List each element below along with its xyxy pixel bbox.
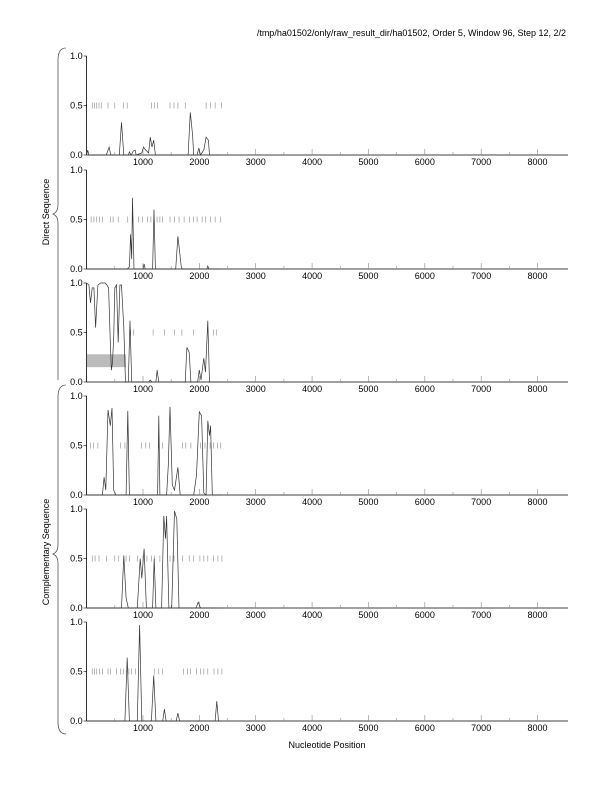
x-tick-label: 6000	[415, 497, 435, 507]
y-tick-label: 0.5	[70, 554, 83, 564]
coding-potential-line	[86, 624, 222, 722]
y-tick-label: 1.0	[70, 165, 83, 175]
y-tick-label: 0.5	[70, 328, 83, 338]
x-tick-label: 6000	[415, 610, 435, 620]
x-tick-label: 7000	[471, 610, 491, 620]
x-tick-label: 8000	[528, 723, 548, 733]
x-tick-label: 4000	[302, 723, 322, 733]
x-tick-label: 1000	[133, 271, 153, 281]
x-tick-label: 8000	[528, 497, 548, 507]
x-tick-label: 3000	[246, 157, 266, 167]
x-tick-label: 2000	[189, 157, 209, 167]
x-tick-label: 2000	[189, 384, 209, 394]
x-tick-label: 5000	[358, 723, 378, 733]
coding-potential-line	[86, 197, 222, 270]
x-tick-label: 3000	[246, 723, 266, 733]
x-tick-label: 2000	[189, 610, 209, 620]
coding-potential-line	[86, 406, 222, 496]
x-tick-label: 3000	[246, 497, 266, 507]
panel-frame-2: 0.0 0.5 1.0 1000 2000 3000 4000 5000 6000 7000 800…	[70, 165, 568, 281]
y-tick-label: 1.0	[70, 51, 83, 61]
x-tick-label: 4000	[302, 610, 322, 620]
x-tick-label: 4000	[302, 497, 322, 507]
y-tick-label: 0.0	[70, 150, 83, 160]
x-tick-label: 3000	[246, 610, 266, 620]
x-tick-label: 8000	[528, 610, 548, 620]
x-tick-label: 5000	[358, 610, 378, 620]
x-tick-label: 7000	[471, 497, 491, 507]
x-tick-label: 8000	[528, 157, 548, 167]
y-tick-label: 1.0	[70, 504, 83, 514]
x-tick-label: 5000	[358, 271, 378, 281]
x-tick-label: 2000	[189, 497, 209, 507]
coding-potential-line	[86, 510, 222, 609]
x-tick-label: 6000	[415, 271, 435, 281]
x-tick-label: 7000	[471, 157, 491, 167]
y-tick-label: 0.5	[70, 101, 83, 111]
y-tick-label: 0.0	[70, 716, 83, 726]
y-tick-label: 1.0	[70, 617, 83, 627]
x-tick-label: 5000	[358, 384, 378, 394]
x-tick-label: 7000	[471, 723, 491, 733]
x-tick-label: 4000	[302, 384, 322, 394]
x-tick-label: 4000	[302, 157, 322, 167]
y-tick-label: 1.0	[70, 278, 83, 288]
y-tick-label: 0.0	[70, 264, 83, 274]
x-tick-label: 1000	[133, 157, 153, 167]
group-label-complementary: Complementary Sequence	[41, 499, 51, 606]
panel-frame-4: 0.0 0.5 1.0 1000 2000 3000 4000 5000 6000 7000 800…	[70, 391, 568, 507]
x-tick-label: 4000	[302, 271, 322, 281]
x-tick-label: 1000	[133, 723, 153, 733]
panel-frame-3: 0.0 0.5 1.0 1000 2000 3000 4000 5000 6000 7000 800…	[70, 278, 568, 394]
y-tick-label: 0.0	[70, 490, 83, 500]
direct-brace	[51, 47, 67, 380]
panel-frame-1: 0.0 0.5 1.0 1000 2000 3000 4000 5000 6000 7000 800…	[70, 51, 568, 167]
x-tick-label: 5000	[358, 157, 378, 167]
chart-title: /tmp/ha01502/only/raw_result_dir/ha01502…	[257, 28, 566, 38]
group-label-direct: Direct Sequence	[41, 179, 51, 246]
y-tick-label: 0.5	[70, 441, 83, 451]
y-tick-label: 0.0	[70, 603, 83, 613]
x-tick-label: 5000	[358, 497, 378, 507]
x-tick-label: 6000	[415, 723, 435, 733]
x-tick-label: 8000	[528, 384, 548, 394]
y-tick-label: 1.0	[70, 391, 83, 401]
x-tick-label: 3000	[246, 271, 266, 281]
x-tick-label: 6000	[415, 384, 435, 394]
x-axis-label: Nucleotide Position	[288, 740, 365, 750]
complementary-brace	[51, 384, 67, 735]
panel-frame-5: 0.0 0.5 1.0 1000 2000 3000 4000 5000 6000 7000 800…	[70, 504, 568, 620]
panel-frame-6: 0.0 0.5 1.0 1000 2000 3000 4000 5000 6000 7000 800…	[70, 617, 568, 733]
x-tick-label: 8000	[528, 271, 548, 281]
y-tick-label: 0.5	[70, 215, 83, 225]
x-tick-label: 1000	[133, 384, 153, 394]
x-tick-label: 1000	[133, 610, 153, 620]
coding-potential-line	[86, 112, 222, 156]
y-tick-label: 0.0	[70, 377, 83, 387]
x-tick-label: 2000	[189, 723, 209, 733]
y-tick-label: 0.5	[70, 667, 83, 677]
coding-potential-line	[86, 282, 222, 383]
x-tick-label: 3000	[246, 384, 266, 394]
highlight-band	[86, 354, 127, 368]
x-tick-label: 2000	[189, 271, 209, 281]
x-tick-label: 7000	[471, 271, 491, 281]
x-tick-label: 7000	[471, 384, 491, 394]
x-tick-label: 1000	[133, 497, 153, 507]
x-tick-label: 6000	[415, 157, 435, 167]
